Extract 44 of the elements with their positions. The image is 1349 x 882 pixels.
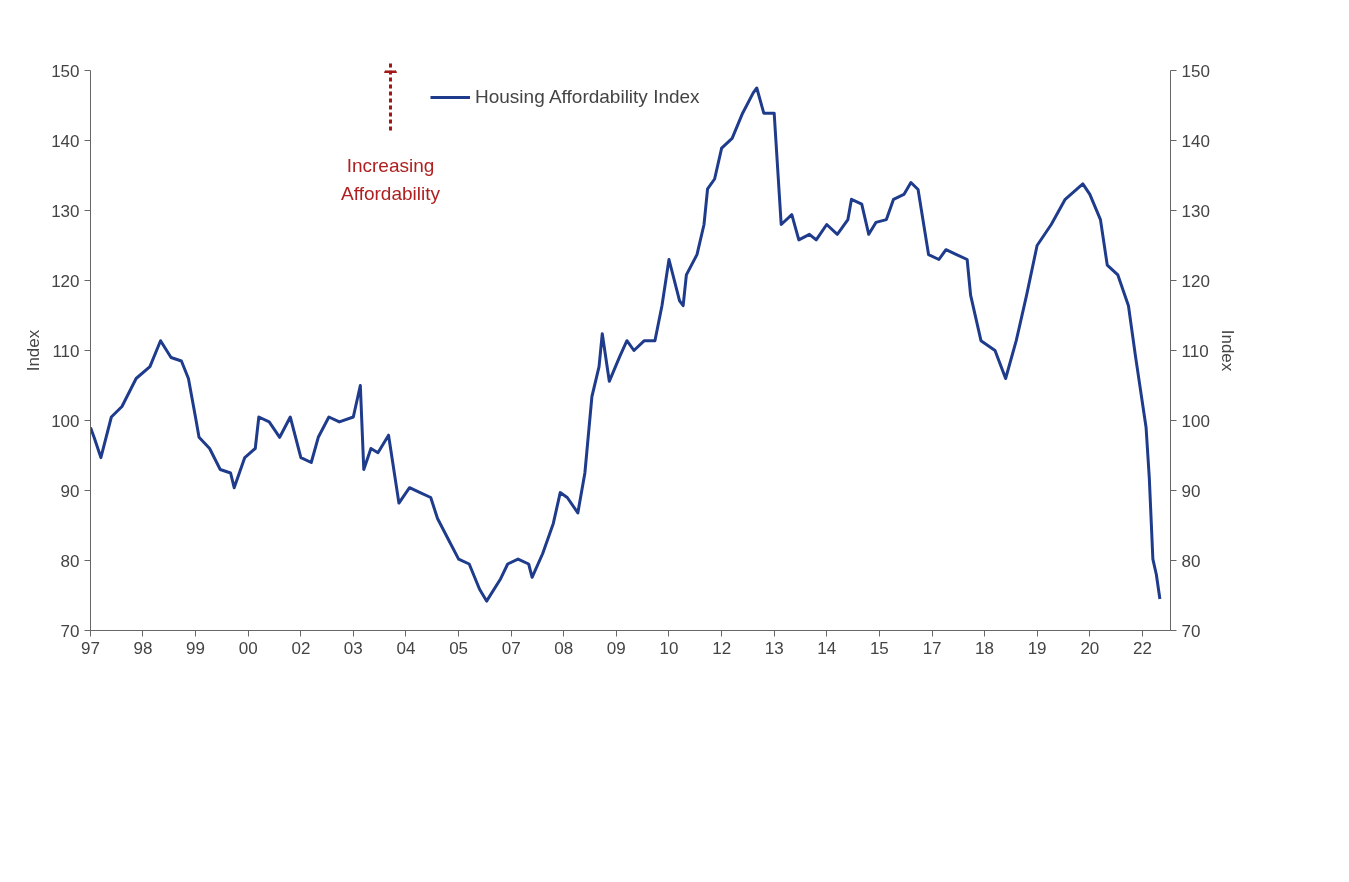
y2-tick-label: 100: [1181, 411, 1210, 431]
y-tick-label: 70: [60, 621, 80, 641]
x-tick-label: 03: [343, 638, 363, 658]
y-tick-label: 120: [51, 271, 80, 291]
x-tick-label: 09: [606, 638, 626, 658]
x-tick-label: 13: [764, 638, 784, 658]
y-tick-label: 150: [51, 61, 80, 81]
y2-tick-label: 150: [1181, 61, 1210, 81]
line-series: [90, 86, 1162, 603]
y-tick-label: 100: [51, 411, 80, 431]
y2-tick-label: 130: [1181, 201, 1210, 221]
y-tick-label: 80: [60, 551, 80, 571]
x-tick-label: 98: [133, 638, 153, 658]
y2-tick-label: 80: [1181, 551, 1201, 571]
x-tick-label: 17: [922, 638, 942, 658]
x-tick-label: 99: [186, 638, 205, 658]
x-tick-label: 04: [396, 638, 416, 658]
y2-tick-label: 90: [1181, 481, 1201, 501]
x-tick-label: 08: [554, 638, 574, 658]
x-tick-label: 15: [869, 638, 889, 658]
x-tick-label: 18: [975, 638, 995, 658]
x-tick-label: 20: [1080, 638, 1100, 658]
y2-axis-title: Index: [1217, 329, 1237, 372]
y-tick-label: 90: [60, 481, 80, 501]
y-tick-label: 140: [51, 131, 80, 151]
x-tick-label: 07: [501, 638, 521, 658]
annotation: Increasing Affordability: [341, 154, 441, 204]
x-tick-label: 97: [81, 638, 100, 658]
x-tick-label: 22: [1133, 638, 1152, 658]
y-axis-title: Index: [24, 329, 44, 372]
y2-tick-label: 70: [1181, 621, 1201, 641]
y2-tick-label: 120: [1181, 271, 1210, 291]
x-tick-label: 19: [1027, 638, 1047, 658]
legend-label: Housing Affordability Index: [475, 86, 700, 108]
y2-tick-label: 110: [1181, 341, 1209, 361]
x-tick-label: 05: [449, 638, 469, 658]
x-tick-label: 02: [291, 638, 311, 658]
x-tick-label: 10: [659, 638, 679, 658]
x-tick-label: 12: [712, 638, 732, 658]
x-tick-label: 00: [238, 638, 258, 658]
y-tick-label: 110: [52, 341, 80, 361]
x-tick-label: 14: [817, 638, 837, 658]
y2-tick-label: 140: [1181, 131, 1210, 151]
y-tick-label: 130: [51, 201, 80, 221]
